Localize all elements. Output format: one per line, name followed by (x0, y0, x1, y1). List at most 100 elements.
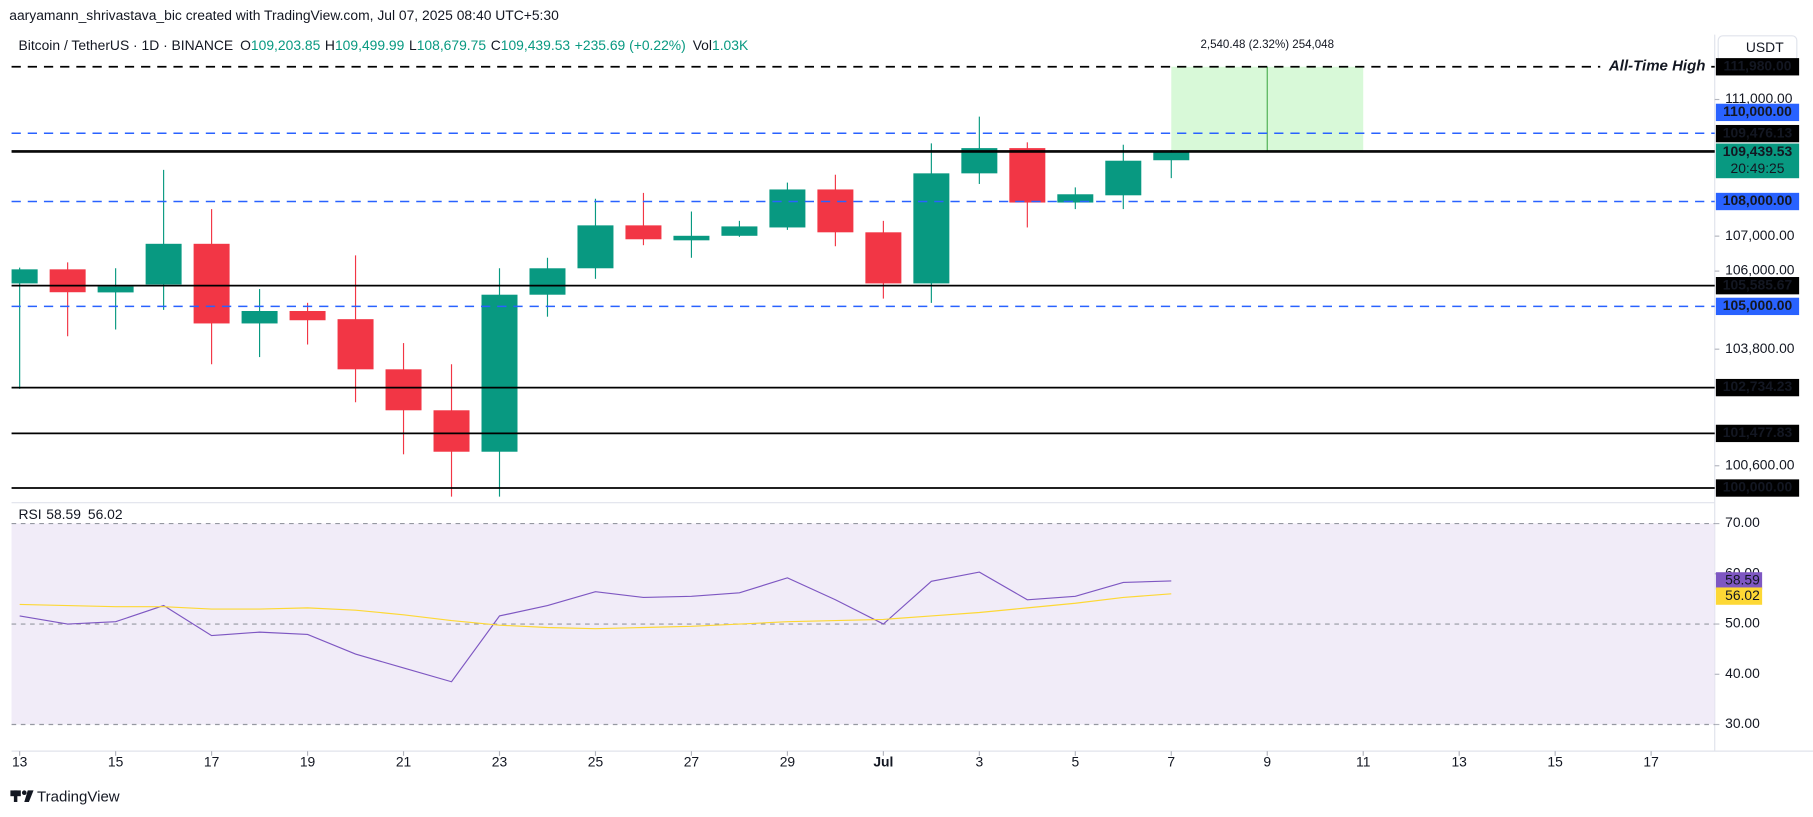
close-key: C (491, 37, 501, 53)
level-label: 102,734.23 (1723, 378, 1793, 394)
volume-value: 1.03K (712, 37, 749, 53)
level-annotation: All-Time High (1608, 58, 1706, 75)
candle-body (385, 369, 422, 411)
low-key: L (409, 37, 417, 53)
level-label: 108,000.00 (1723, 192, 1793, 208)
candle-body (337, 319, 374, 370)
x-tick-label: 15 (108, 753, 124, 769)
candle-body (481, 294, 518, 452)
x-tick-label: 9 (1263, 753, 1271, 769)
rsi-title: RSI (19, 506, 42, 522)
y-tick-label: 107,000.00 (1725, 227, 1795, 243)
candle-body (1153, 152, 1190, 161)
y-tick-label: 103,800.00 (1725, 340, 1795, 356)
rsi-value-box (1715, 587, 1763, 605)
candle-body (577, 225, 614, 269)
symbol-legend: Bitcoin / TetherUS · 1D · BINANCE O109,20… (19, 37, 749, 53)
candle-body (1057, 194, 1094, 203)
candle-body (1009, 148, 1046, 203)
x-tick-label: Jul (873, 753, 893, 769)
level-box (1715, 297, 1800, 316)
symbol: Bitcoin / TetherUS · 1D · BINANCE (19, 37, 234, 53)
measure-label: 2,540.48 (2.32%) 254,048 (1200, 39, 1334, 51)
volume-key: Vol (693, 37, 712, 53)
change: +235.69 (+0.22%) (575, 37, 686, 53)
high-value: 109,499.99 (335, 37, 405, 53)
clip-area (11, 66, 1364, 497)
candle-body (97, 286, 134, 293)
candle-body (913, 173, 950, 284)
x-tick-label: 21 (396, 753, 412, 769)
x-tick-label: 13 (1451, 753, 1467, 769)
credit: aaryamann_shrivastava_bic created with T… (9, 7, 559, 23)
open-value: 109,203.85 (251, 37, 321, 53)
y-tick-label: 111,000.00 (1725, 90, 1793, 106)
level-box (1715, 103, 1800, 122)
candle-body (145, 243, 182, 285)
rsi-legend-value: 58.59 (46, 506, 81, 522)
x-tick-label: 15 (1547, 753, 1563, 769)
rsi-legend-value: 56.02 (88, 506, 123, 522)
rsi-line (19, 593, 1172, 630)
candle-body (673, 235, 710, 241)
y-tick-label: 100,600.00 (1725, 456, 1795, 472)
level-label: 105,000.00 (1723, 297, 1793, 313)
candle-body (721, 226, 758, 236)
low-value: 108,679.75 (417, 37, 487, 53)
level-box (1715, 58, 1800, 76)
candle-body (817, 189, 854, 233)
candle-body (769, 189, 806, 228)
level-label: 109,476.13 (1723, 124, 1793, 140)
open-key: O (240, 37, 251, 53)
level-label: 101,477.83 (1723, 424, 1793, 440)
candle-body (241, 310, 278, 324)
x-tick-label: 25 (588, 753, 604, 769)
last-price-label: 109,439.53 (1723, 143, 1793, 159)
x-tick-label: 19 (300, 753, 316, 769)
candle-body (193, 243, 230, 324)
level-box (1715, 424, 1800, 443)
candle-body (625, 225, 662, 240)
x-tick-label: 17 (1643, 753, 1659, 769)
x-tick-label: 5 (1071, 753, 1079, 769)
plot: 13 15 17 19 21 23 25 27 29 Jul 3 5 7 9 11 13 15 17 111,000… (11, 39, 1800, 769)
y-tick-label: 106,000.00 (1725, 262, 1795, 278)
level-label: 111,980.00 (1724, 57, 1792, 73)
x-tick-label: 17 (204, 753, 220, 769)
level-box (1715, 124, 1800, 143)
footer: TradingView (37, 788, 120, 805)
level-label: 100,000.00 (1723, 479, 1793, 495)
rsi-value-label: 58.59 (1725, 572, 1760, 588)
candle-body (11, 269, 38, 284)
x-tick-label: 27 (684, 753, 700, 769)
candle-body (529, 268, 566, 295)
annotation-bg (1600, 57, 1709, 77)
level-box (1715, 277, 1800, 295)
level-label: 105,585.67 (1723, 276, 1793, 292)
rsi-y-tick-label: 50.00 (1725, 615, 1760, 631)
level-box (1715, 378, 1800, 397)
close-value: 109,439.53 (501, 37, 571, 53)
level-box (1715, 192, 1800, 211)
x-tick-label: 7 (1167, 753, 1175, 769)
candle-body (433, 410, 470, 452)
x-tick-label: 3 (975, 753, 983, 769)
currency[interactable]: USDT (1746, 39, 1784, 55)
candle-body (865, 232, 902, 284)
level-box (1715, 479, 1800, 497)
x-tick-label: 13 (12, 753, 28, 769)
candle-body (49, 269, 86, 293)
footer-logo (10, 790, 34, 802)
countdown: 20:49:25 (1731, 160, 1785, 176)
rsi-value-label: 56.02 (1725, 587, 1760, 603)
candle-body (289, 310, 326, 321)
x-tick-label: 29 (780, 753, 796, 769)
high-key: H (325, 37, 335, 53)
candle-body (1105, 160, 1142, 196)
rsi-y-tick-label: 70.00 (1725, 514, 1760, 530)
x-tick-label: 11 (1356, 753, 1371, 769)
x-tick-label: 23 (492, 753, 508, 769)
rsi-line (19, 571, 1172, 683)
last-price-box (1715, 143, 1800, 179)
